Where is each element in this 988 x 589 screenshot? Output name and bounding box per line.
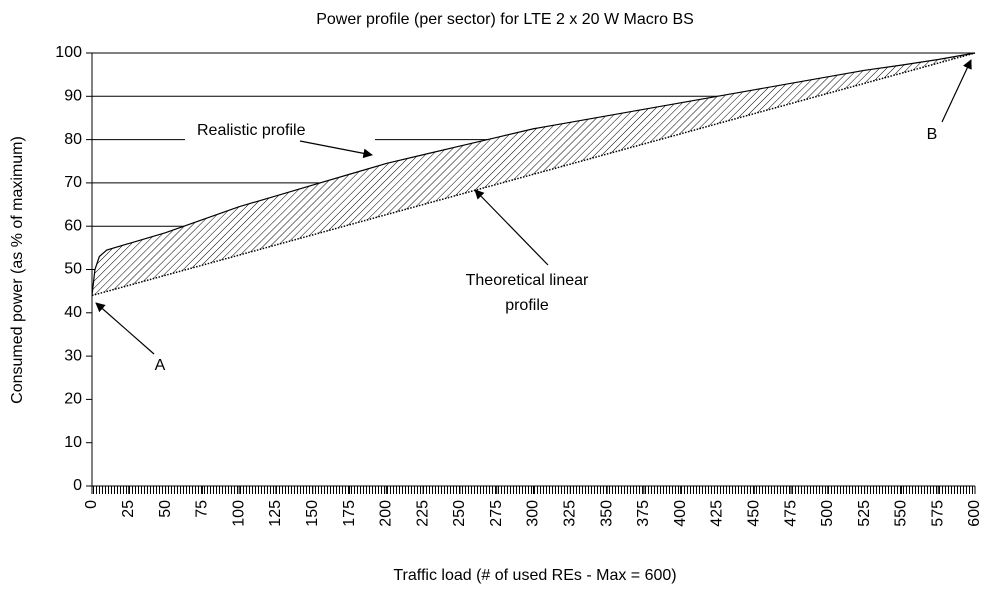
x-tick-label: 550 bbox=[893, 500, 910, 527]
label-bg bbox=[185, 120, 375, 142]
x-tick-label: 425 bbox=[709, 500, 726, 527]
x-tick-label: 250 bbox=[451, 500, 468, 527]
x-tick-label: 500 bbox=[819, 500, 836, 527]
y-tick-label: 100 bbox=[55, 44, 82, 61]
line bbox=[91, 52, 976, 296]
x-tick-label: 525 bbox=[856, 500, 873, 527]
x-axis-label: Traffic load (# of used REs - Max = 600) bbox=[393, 567, 676, 584]
y-tick-label: 20 bbox=[64, 391, 82, 408]
annotation: profile bbox=[505, 297, 549, 314]
y-tick-label: 50 bbox=[64, 261, 82, 278]
annotation: A bbox=[155, 357, 166, 374]
x-tick-label: 75 bbox=[194, 500, 211, 518]
y-tick-label: 0 bbox=[73, 477, 82, 494]
marks bbox=[91, 52, 976, 486]
x-tick-label: 600 bbox=[966, 500, 983, 527]
axes: 0 10 20 30 40 50 60 70 80 90 100 0 25 50 75 100 125 150 17… bbox=[55, 44, 983, 526]
x-tick-label: 150 bbox=[304, 500, 321, 527]
x-tick-label: 25 bbox=[120, 500, 137, 518]
line bbox=[91, 52, 976, 297]
x-tick-label: 50 bbox=[157, 500, 174, 518]
chart-title: Power profile (per sector) for LTE 2 x 2… bbox=[316, 11, 694, 28]
x-tick-label: 400 bbox=[672, 500, 689, 527]
x-tick-label: 475 bbox=[782, 500, 799, 527]
arrow bbox=[941, 59, 972, 123]
hatch-area bbox=[92, 53, 975, 296]
arrow bbox=[95, 302, 155, 355]
x-tick-label: 225 bbox=[414, 500, 431, 527]
arrow bbox=[474, 189, 549, 266]
y-tick-label: 70 bbox=[64, 174, 82, 191]
x-tick-label: 275 bbox=[488, 500, 505, 527]
x-tick-label: 350 bbox=[598, 500, 615, 527]
x-tick-label: 450 bbox=[745, 500, 762, 527]
x-tick-label: 175 bbox=[341, 500, 358, 527]
arrow bbox=[299, 140, 373, 159]
annotation: Realistic profile bbox=[197, 122, 306, 139]
x-tick-label: 0 bbox=[83, 500, 100, 509]
x-tick-label: 100 bbox=[230, 500, 247, 527]
annotation: B bbox=[927, 126, 938, 143]
y-tick-label: 80 bbox=[64, 131, 82, 148]
annotations: Realistic profile Theoretical linear pro… bbox=[95, 59, 972, 374]
x-tick-label: 375 bbox=[635, 500, 652, 527]
annotation: Theoretical linear bbox=[466, 272, 589, 289]
x-tick-label: 200 bbox=[378, 500, 395, 527]
x-tick-label: 575 bbox=[929, 500, 946, 527]
x-tick-label: 300 bbox=[525, 500, 542, 527]
x-tick-label: 325 bbox=[562, 500, 579, 527]
y-tick-label: 40 bbox=[64, 304, 82, 321]
x-tick-label: 125 bbox=[267, 500, 284, 527]
mask-area bbox=[92, 53, 975, 486]
y-tick-label: 90 bbox=[64, 88, 82, 105]
y-tick-label: 60 bbox=[64, 217, 82, 234]
y-tick-label: 10 bbox=[64, 434, 82, 451]
y-tick-label: 30 bbox=[64, 347, 82, 364]
y-axis-label: Consumed power (as % of maximum) bbox=[9, 136, 26, 404]
